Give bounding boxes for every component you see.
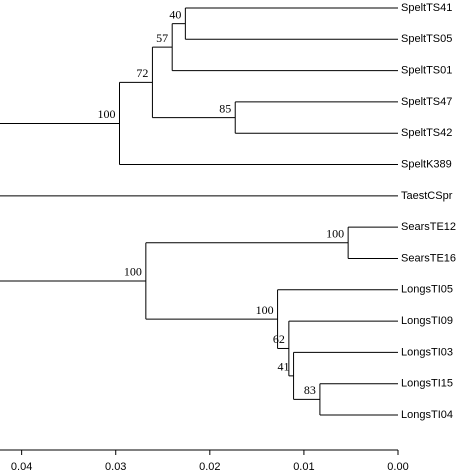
leaf-label: LongsTI03 [401, 346, 453, 358]
leaf-label: LongsTI09 [401, 315, 453, 327]
x-tick-label: 0.00 [387, 461, 408, 473]
leaf-label: LongsTI04 [401, 409, 453, 421]
support-label: 62 [273, 332, 285, 346]
support-label: 40 [169, 7, 181, 21]
leaf-label: SpeltK389 [401, 158, 452, 170]
support-label: 57 [156, 31, 168, 45]
support-label: 100 [124, 265, 142, 279]
leaf-label: SearsTE12 [401, 221, 456, 233]
x-tick-label: 0.03 [105, 461, 126, 473]
leaf-label: SpeltTS01 [401, 65, 452, 77]
support-label: 41 [278, 360, 290, 374]
support-label: 72 [136, 66, 148, 80]
leaf-label: SearsTE16 [401, 252, 456, 264]
x-tick-label: 0.01 [293, 461, 314, 473]
support-label: 100 [97, 107, 115, 121]
x-tick-label: 0.04 [11, 461, 32, 473]
support-label: 100 [256, 303, 274, 317]
leaf-label: TaestCSpr [401, 190, 453, 202]
x-tick-label: 0.02 [199, 461, 220, 473]
leaf-label: LongsTI15 [401, 378, 453, 390]
support-label: 100 [326, 227, 344, 241]
leaf-label: SpeltTS42 [401, 127, 452, 139]
support-label: 85 [219, 101, 231, 115]
support-label: 83 [304, 383, 316, 397]
leaf-label: SpeltTS47 [401, 96, 452, 108]
leaf-label: SpeltTS05 [401, 33, 452, 45]
leaf-label: LongsTI05 [401, 284, 453, 296]
leaf-label: SpeltTS41 [401, 2, 452, 14]
